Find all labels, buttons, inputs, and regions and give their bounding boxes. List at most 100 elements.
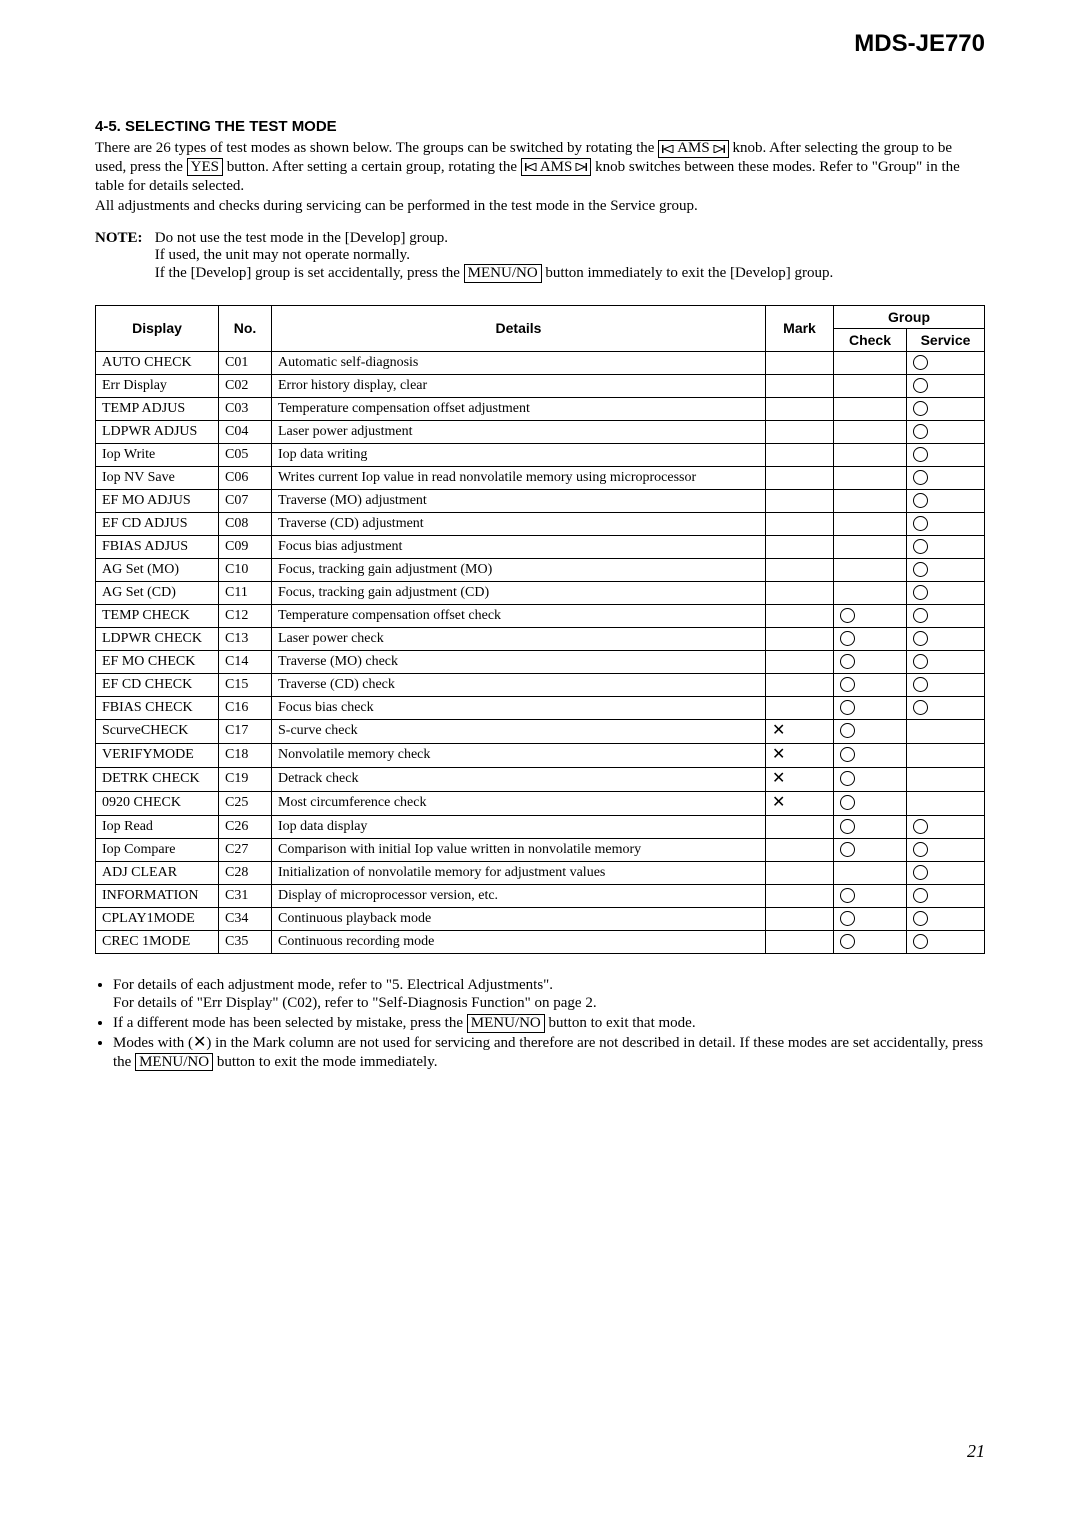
- table-row: CREC 1MODEC35Continuous recording mode: [96, 930, 985, 953]
- cell-check: [834, 443, 907, 466]
- footnote-2: If a different mode has been selected by…: [113, 1014, 985, 1033]
- circle-mark-icon: [913, 911, 928, 926]
- circle-mark-icon: [840, 795, 855, 810]
- cell-mark: [766, 861, 834, 884]
- circle-mark-icon: [913, 654, 928, 669]
- cell-no: C15: [219, 673, 272, 696]
- cell-display: Err Display: [96, 374, 219, 397]
- x-mark-icon: ✕: [772, 722, 785, 739]
- table-row: EF CD CHECKC15Traverse (CD) check: [96, 673, 985, 696]
- cell-mark: [766, 420, 834, 443]
- cell-display: EF MO ADJUS: [96, 489, 219, 512]
- cell-check: [834, 861, 907, 884]
- cell-display: LDPWR CHECK: [96, 627, 219, 650]
- th-no: No.: [219, 305, 272, 351]
- cell-no: C03: [219, 397, 272, 420]
- circle-mark-icon: [913, 888, 928, 903]
- circle-mark-icon: [913, 378, 928, 393]
- cell-check: [834, 420, 907, 443]
- table-row: Iop CompareC27Comparison with initial Io…: [96, 838, 985, 861]
- cell-details: Laser power adjustment: [272, 420, 766, 443]
- cell-details: Traverse (CD) check: [272, 673, 766, 696]
- cell-no: C16: [219, 696, 272, 719]
- table-row: EF MO ADJUSC07Traverse (MO) adjustment: [96, 489, 985, 512]
- th-mark: Mark: [766, 305, 834, 351]
- cell-display: Iop Compare: [96, 838, 219, 861]
- note-l1: Do not use the test mode in the [Develop…: [155, 230, 448, 246]
- table-row: 0920 CHECKC25Most circumference check✕: [96, 791, 985, 815]
- cell-no: C26: [219, 815, 272, 838]
- circle-mark-icon: [913, 677, 928, 692]
- ams-knob-icon-2: AMS: [521, 158, 592, 176]
- cell-no: C09: [219, 535, 272, 558]
- cell-details: Most circumference check: [272, 791, 766, 815]
- cell-mark: [766, 884, 834, 907]
- cell-details: Temperature compensation offset check: [272, 604, 766, 627]
- cell-no: C07: [219, 489, 272, 512]
- cell-service: [907, 767, 985, 791]
- cell-details: Focus, tracking gain adjustment (MO): [272, 558, 766, 581]
- cell-service: [907, 650, 985, 673]
- cell-mark: ✕: [766, 767, 834, 791]
- cell-display: AG Set (CD): [96, 581, 219, 604]
- cell-mark: [766, 627, 834, 650]
- cell-mark: [766, 838, 834, 861]
- table-row: DETRK CHECKC19Detrack check✕: [96, 767, 985, 791]
- cell-details: Detrack check: [272, 767, 766, 791]
- circle-mark-icon: [913, 608, 928, 623]
- cell-no: C05: [219, 443, 272, 466]
- cell-display: ScurveCHECK: [96, 719, 219, 743]
- cell-display: Iop Write: [96, 443, 219, 466]
- cell-service: [907, 861, 985, 884]
- circle-mark-icon: [840, 771, 855, 786]
- note-label: NOTE:: [95, 230, 151, 247]
- cell-service: [907, 791, 985, 815]
- cell-mark: [766, 907, 834, 930]
- cell-mark: [766, 558, 834, 581]
- note-l2: If used, the unit may not operate normal…: [155, 247, 410, 263]
- cell-mark: [766, 535, 834, 558]
- cell-display: TEMP CHECK: [96, 604, 219, 627]
- circle-mark-icon: [913, 842, 928, 857]
- cell-mark: [766, 604, 834, 627]
- footnotes: For details of each adjustment mode, ref…: [95, 976, 985, 1072]
- table-row: Err DisplayC02Error history display, cle…: [96, 374, 985, 397]
- cell-display: FBIAS ADJUS: [96, 535, 219, 558]
- circle-mark-icon: [913, 539, 928, 554]
- cell-no: C31: [219, 884, 272, 907]
- cell-details: S-curve check: [272, 719, 766, 743]
- intro-p1a: There are 26 types of test modes as show…: [95, 140, 658, 156]
- cell-mark: [766, 374, 834, 397]
- cell-mark: [766, 512, 834, 535]
- cell-service: [907, 604, 985, 627]
- cell-display: CREC 1MODE: [96, 930, 219, 953]
- cell-no: C01: [219, 351, 272, 374]
- th-display: Display: [96, 305, 219, 351]
- cell-check: [834, 512, 907, 535]
- yes-button-label: YES: [187, 158, 223, 177]
- cell-check: [834, 767, 907, 791]
- cell-no: C10: [219, 558, 272, 581]
- cell-check: [834, 397, 907, 420]
- cell-check: [834, 650, 907, 673]
- cell-service: [907, 907, 985, 930]
- cell-no: C14: [219, 650, 272, 673]
- cell-service: [907, 443, 985, 466]
- cell-mark: ✕: [766, 719, 834, 743]
- table-row: AG Set (CD)C11Focus, tracking gain adjus…: [96, 581, 985, 604]
- cell-mark: [766, 673, 834, 696]
- note-block: NOTE: Do not use the test mode in the [D…: [95, 230, 985, 283]
- cell-check: [834, 815, 907, 838]
- circle-mark-icon: [913, 470, 928, 485]
- cell-mark: [766, 650, 834, 673]
- cell-no: C02: [219, 374, 272, 397]
- cell-check: [834, 351, 907, 374]
- cell-service: [907, 374, 985, 397]
- cell-check: [834, 930, 907, 953]
- circle-mark-icon: [913, 562, 928, 577]
- table-row: ADJ CLEARC28Initialization of nonvolatil…: [96, 861, 985, 884]
- circle-mark-icon: [913, 585, 928, 600]
- cell-check: [834, 489, 907, 512]
- circle-mark-icon: [840, 654, 855, 669]
- cell-mark: [766, 466, 834, 489]
